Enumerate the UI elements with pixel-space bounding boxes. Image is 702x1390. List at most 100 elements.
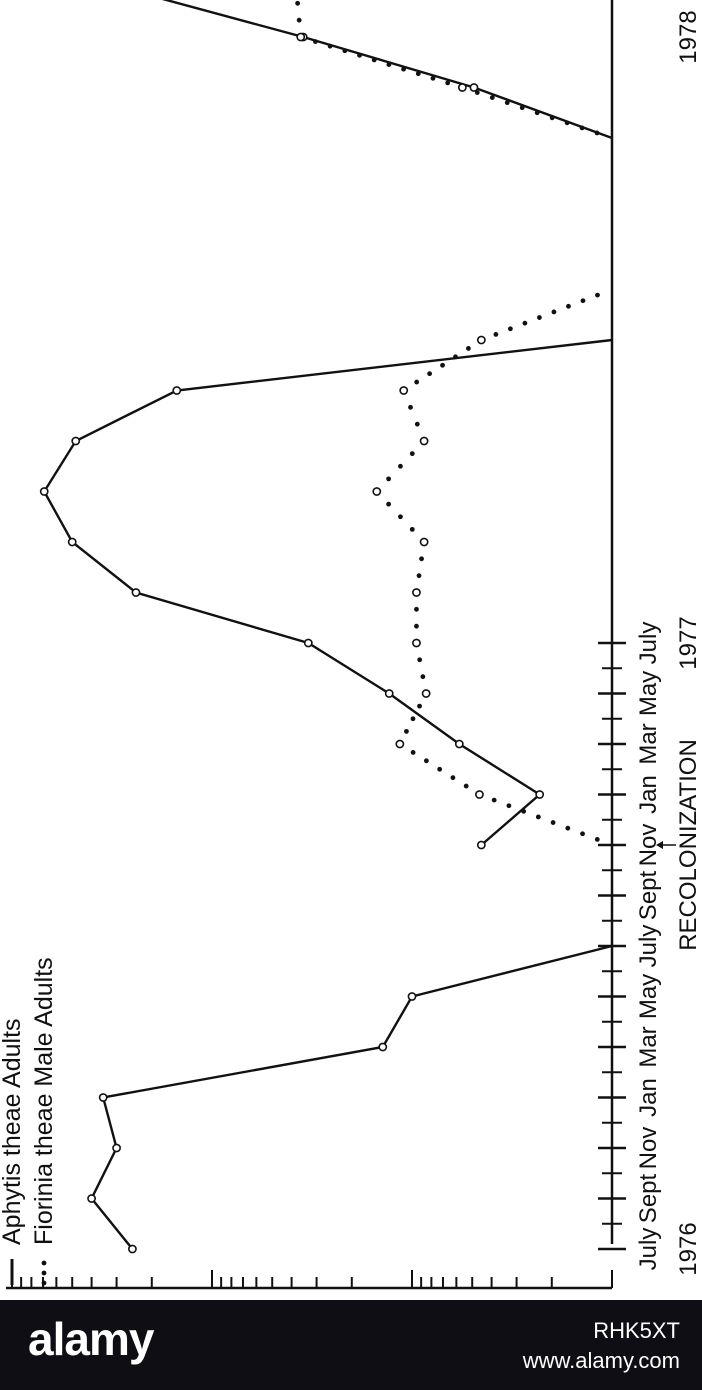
series-dot [296,17,302,23]
series-dot [371,57,377,63]
data-point [469,83,479,92]
legend-label-fiorinia: Fiorinia theae Male Adults [30,957,58,1245]
series-dot [327,43,333,49]
legend: Aphytis theae Adults Fiorinia theae Male… [0,957,58,1286]
series-dot [453,354,458,360]
series-dot [549,115,555,121]
series-dot [386,62,392,67]
data-point [395,739,405,749]
x-tick-label: Sept [635,870,662,920]
series-dot [491,797,497,803]
data-point [475,790,484,799]
recolonization-annotation: RECOLONIZATION [675,739,702,951]
series-dot [450,775,456,781]
series-0 [39,0,613,1254]
x-tick-label: Mar [635,1026,662,1067]
data-point [67,537,77,547]
data-point [419,537,429,547]
series-dot [416,573,422,579]
legend-label-aphytis: Aphytis theae Adults [0,1018,26,1245]
data-point [412,638,421,648]
series-dot [342,48,348,54]
data-point [535,790,545,799]
series-dot [419,556,424,562]
series-dot [521,808,527,814]
series-dot [504,100,510,106]
series-dot [313,39,318,44]
data-point [87,1194,96,1203]
series-dot [489,95,495,100]
x-tick-label: Nov [635,1127,662,1170]
data-point [419,436,429,446]
series-dot [595,292,600,298]
x-tick-label: May [635,974,662,1019]
series-dot [398,514,403,520]
series-line [90,944,613,1250]
annotation-arrowhead [656,841,663,849]
series-dot [534,110,540,116]
watermark-band [0,1300,702,1390]
series-line [161,0,613,140]
watermark-image-id: RHK5XT [593,1318,680,1343]
series-dot [493,331,499,337]
series-dot [551,309,557,315]
series-dot [537,315,542,320]
series-dot [414,421,420,427]
data-point [421,689,431,698]
data-point [372,487,382,496]
data-point [454,739,464,749]
series-1 [295,0,600,842]
x-tick-label: July [635,925,662,968]
series-dot [295,0,301,6]
data-point [399,386,409,395]
series-dot [414,606,419,612]
series-dot [410,750,416,755]
series-dot [507,326,513,332]
series-dot [420,674,426,680]
series-dot [404,728,409,734]
series-dot [506,803,512,809]
x-year-label: 1977 [675,616,702,669]
x-tick-label: Sept [635,1173,662,1223]
watermark-logo: alamy [28,1313,154,1365]
series-dot [463,783,469,789]
series-dot [414,623,419,629]
series-dot [594,130,600,136]
x-tick-label: May [635,671,662,716]
series-dot [401,66,406,72]
data-point [98,1093,108,1102]
series-dot [594,836,600,842]
series-dot [409,451,415,457]
data-point [39,487,49,496]
data-point [131,588,141,597]
data-point [378,1042,388,1052]
series-dot [409,526,415,532]
series-dot [415,71,421,77]
series-dot [427,371,433,377]
series-dot [566,303,571,309]
data-point [71,436,81,446]
series-dot [550,820,556,825]
x-tick-label: Jan [635,775,662,814]
data-point [296,32,306,42]
series-dot [522,320,528,326]
series-dot [408,404,413,410]
data-point [476,335,486,345]
x-year-label: 1976 [675,1222,702,1275]
series-dot [440,362,445,368]
series-dot [414,379,420,385]
data-point [172,386,182,395]
x-tick-label: July [635,1228,662,1271]
series-dot [437,766,443,772]
x-tick-label: Mar [635,723,662,764]
data-point [476,840,486,850]
series-line [42,338,613,846]
data-point [407,992,417,1001]
data-point [128,1244,137,1254]
data-point [412,588,421,597]
x-tick-label: July [635,622,662,665]
series-dot [535,814,541,820]
series-dot [423,758,429,764]
series-dot [417,657,423,663]
series-dot [579,125,585,131]
